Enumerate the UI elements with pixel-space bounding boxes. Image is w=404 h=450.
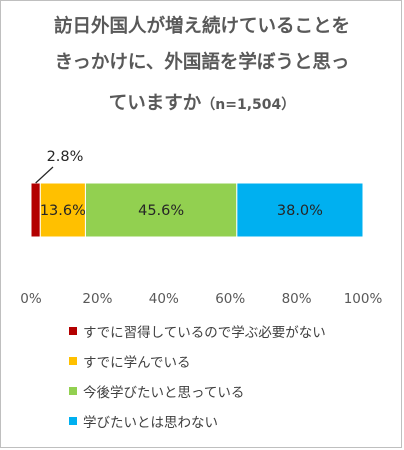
data-label-4: 38.0% (277, 203, 323, 219)
x-tick-label: 40% (149, 291, 179, 307)
legend-swatch (69, 387, 77, 395)
legend-label: 今後学びたいと思っている (83, 385, 245, 401)
chart-title-line-2: きっかけに、外国語を学ぼうと思っ (54, 52, 350, 73)
x-tick-label: 100% (344, 291, 383, 307)
legend-label: 学びたいとは思わない (83, 415, 218, 431)
legend-item-4: 学びたいとは思わない (69, 406, 326, 436)
legend-swatch (69, 327, 77, 335)
legend-label: すでに学んでいる (83, 355, 191, 371)
sample-size: （n=1,504） (201, 97, 296, 113)
x-tick-label: 80% (282, 291, 312, 307)
bar-segment-4 (236, 182, 364, 238)
legend: すでに習得しているので学ぶ必要がない すでに学んでいる今後学びたいと思っている 学び… (69, 316, 326, 436)
data-label-3: 45.6% (138, 203, 184, 219)
legend-label: すでに習得しているので学ぶ必要がない (83, 325, 326, 341)
data-label-leader-line (35, 166, 54, 184)
bar-segment-2 (39, 182, 86, 238)
x-tick-label: 60% (215, 291, 245, 307)
chart-title-line-3: ていますか（n=1,504） (0, 89, 404, 115)
chart-title-line-3-text: ていますか (108, 93, 202, 114)
chart-title-line-1: 訪日外国人が増え続けていることを (53, 16, 350, 37)
data-label-1: 2.8% (47, 149, 84, 165)
legend-swatch (69, 357, 77, 365)
legend-item-2: すでに学んでいる (69, 346, 326, 376)
legend-item-3: 今後学びたいと思っている (69, 376, 326, 406)
legend-swatch (69, 417, 77, 425)
x-tick-label: 0% (20, 291, 42, 307)
x-tick-label: 20% (82, 291, 112, 307)
data-label-2: 13.6% (40, 203, 86, 219)
legend-item-1: すでに習得しているので学ぶ必要がない (69, 316, 326, 346)
